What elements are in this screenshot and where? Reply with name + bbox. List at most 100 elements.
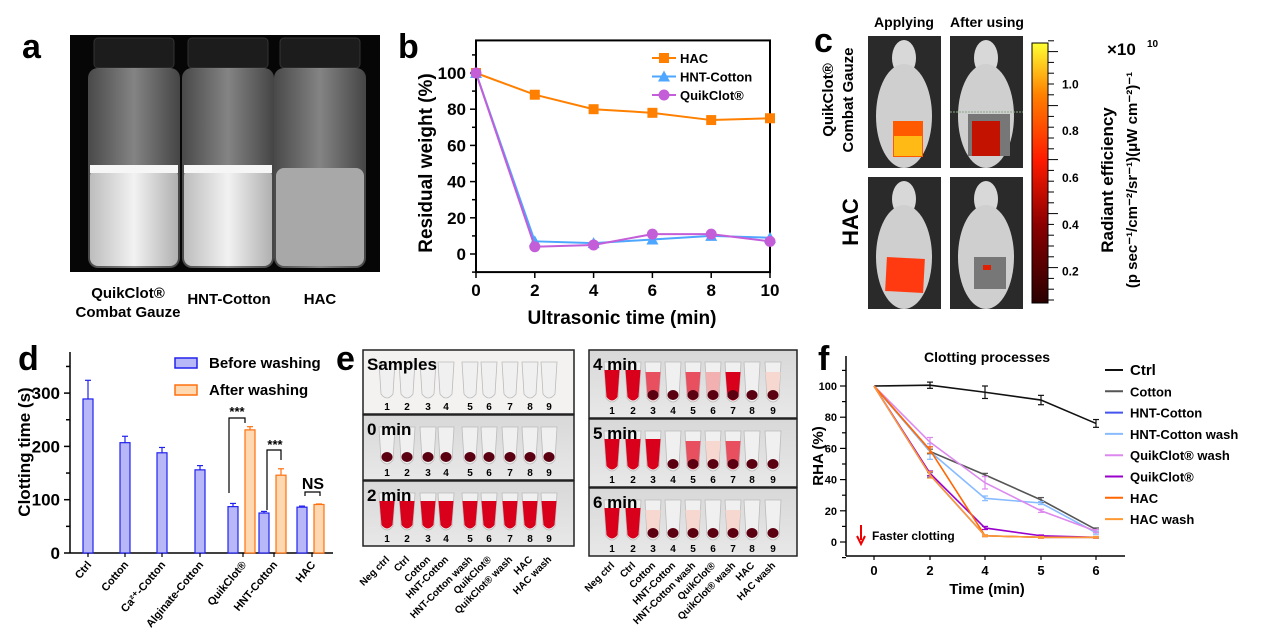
legend-swatch	[174, 357, 198, 369]
tube	[764, 430, 782, 472]
series-line-group	[873, 381, 1099, 428]
tube	[664, 499, 682, 541]
tube-number: 2	[404, 534, 410, 545]
panel-label-b: b	[398, 28, 419, 66]
tube	[480, 492, 498, 531]
clot	[707, 528, 719, 538]
tube-number: 5	[467, 402, 473, 413]
data-point	[764, 235, 776, 247]
tube	[624, 499, 642, 541]
clot	[464, 452, 476, 462]
tube-body	[437, 361, 455, 399]
mouse-body	[876, 205, 932, 309]
tube-number: 4	[443, 534, 449, 545]
y-tick-label: 80	[447, 100, 466, 119]
data-point	[529, 89, 540, 100]
clot	[543, 452, 555, 462]
colorbar	[1031, 42, 1049, 304]
series-line	[475, 72, 771, 248]
tube-number: 3	[650, 406, 656, 417]
tube-body	[540, 361, 558, 399]
clot	[707, 390, 719, 400]
tube-number: 8	[749, 475, 755, 486]
panel-label-d: d	[18, 340, 39, 378]
tube-number: 7	[730, 475, 736, 486]
tube-number: 2	[404, 468, 410, 479]
clot	[687, 390, 699, 400]
tube	[398, 492, 416, 531]
x-tick-label: 0	[471, 281, 480, 300]
clot	[727, 459, 739, 469]
y-tick-label: 100	[819, 381, 837, 393]
tube	[540, 361, 558, 399]
panel-label-a: a	[22, 28, 42, 66]
vial-cap	[279, 37, 361, 69]
tube-photo: 1 2 3 4 5 6 7 8 9 Samples	[362, 349, 575, 415]
legend-label: QuikClot®	[1130, 470, 1194, 485]
data-point	[659, 53, 669, 63]
tube	[437, 361, 455, 399]
tube-number: 1	[384, 468, 390, 479]
panel-label-f: f	[818, 340, 830, 378]
x-tick-label: 4	[589, 281, 599, 300]
legend-label: HNT-Cotton	[1130, 406, 1202, 421]
tube-number: 3	[650, 544, 656, 555]
tube	[764, 499, 782, 541]
vial-liquid	[90, 168, 178, 266]
data-point	[470, 67, 482, 79]
y-tick-label: 200	[32, 437, 60, 456]
x-tick-label: 0	[870, 563, 877, 578]
tube-number: 2	[630, 475, 636, 486]
tube-number: 4	[670, 544, 676, 555]
series-quikclot	[470, 67, 776, 253]
y-tick-label: 300	[32, 384, 60, 403]
tube	[378, 426, 396, 465]
clot	[524, 452, 536, 462]
tube-number: 4	[670, 406, 676, 417]
tube	[378, 492, 396, 531]
tube-body	[378, 361, 396, 399]
x-tick-label: 6	[1092, 563, 1099, 578]
legend-label: QuikClot®	[680, 88, 744, 103]
blood	[420, 501, 436, 529]
tube-number: 2	[630, 544, 636, 555]
clot	[381, 452, 393, 462]
legend-label: HAC wash	[1130, 512, 1194, 527]
y-axis-title: Residual weight (%)	[416, 73, 437, 252]
vial-liquid	[276, 168, 364, 266]
colorbar-title: Radiant efficiency	[1098, 107, 1117, 253]
x-tick-label: Ctrl	[73, 559, 94, 581]
significance-bracket	[228, 417, 246, 493]
tube-number: 7	[507, 534, 513, 545]
data-point	[588, 104, 599, 115]
tube	[501, 426, 519, 465]
vial-cap	[93, 37, 175, 69]
tube	[743, 361, 761, 403]
tube-number: 8	[527, 402, 533, 413]
y-tick-label: 0	[51, 544, 60, 563]
y-tick-label: 0	[831, 537, 837, 549]
tube-number: 6	[710, 475, 716, 486]
imaging-panel: Applying After using QuikClot® Combat Gauze…	[820, 14, 1159, 309]
legend-label: Before washing	[209, 355, 321, 372]
column-label-applying: Applying	[874, 14, 934, 30]
liquid-surface	[184, 165, 272, 173]
fluorescence-signal	[972, 121, 1000, 156]
tube-number: 6	[710, 406, 716, 417]
clot	[746, 528, 758, 538]
bar	[275, 474, 287, 554]
blood	[502, 501, 518, 529]
tube-photo: 1 2 3 4 5 6 7 8 9 6 min	[588, 487, 798, 557]
clot	[667, 390, 679, 400]
significance-bracket	[304, 491, 321, 496]
liquid-surface	[90, 165, 178, 173]
data-point	[765, 113, 775, 124]
clot	[504, 452, 516, 462]
panel-label-e: e	[336, 340, 355, 378]
mouse-image	[950, 36, 1023, 168]
colorbar-multiplier: ×10	[1107, 40, 1136, 59]
data-point	[705, 228, 717, 240]
tube	[398, 361, 416, 399]
time-label: 5 min	[593, 424, 637, 443]
